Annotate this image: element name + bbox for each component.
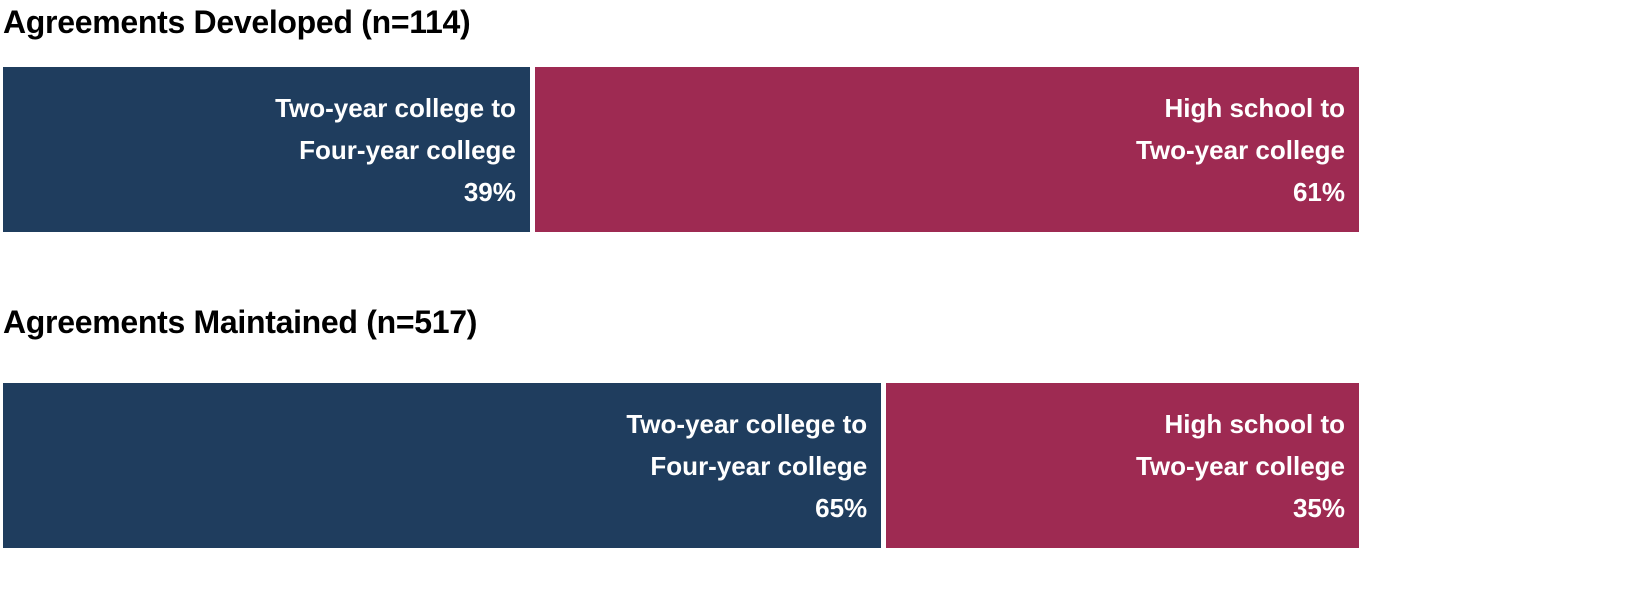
chart-title-agreements-developed: Agreements Developed (n=114): [3, 4, 471, 40]
segment-percent-value: 65%: [815, 492, 868, 523]
bar-segment-maintained-two-to-four: Two-year college to Four-year college 65…: [3, 383, 882, 548]
segment-label-line-1: High school to: [1164, 408, 1345, 439]
bar-segment-maintained-highschool-to-two: High school to Two-year college 35%: [886, 383, 1359, 548]
segment-label: Two-year college to Four-year college 39…: [275, 87, 530, 213]
segment-label: High school to Two-year college 61%: [1136, 87, 1359, 213]
chart-group-agreements-developed: Agreements Developed (n=114) Two-year co…: [3, 5, 1632, 232]
segment-label-line-1: High school to: [1164, 92, 1345, 123]
segment-label-line-2: Two-year college: [1135, 450, 1345, 481]
segment-percent-value: 35%: [1292, 492, 1345, 523]
segment-label-line-2: Four-year college: [650, 450, 868, 481]
bar-segment-developed-highschool-to-two: High school to Two-year college 61%: [534, 67, 1359, 232]
segment-label-line-1: Two-year college to: [626, 408, 868, 439]
bar-segment-developed-two-to-four: Two-year college to Four-year college 39…: [3, 67, 530, 232]
stacked-bar-developed: Two-year college to Four-year college 39…: [3, 67, 1359, 232]
segment-percent-value: 61%: [1292, 176, 1345, 207]
segment-label: Two-year college to Four-year college 65…: [626, 403, 881, 529]
chart-group-agreements-maintained: Agreements Maintained (n=517) Two-year c…: [3, 305, 1632, 548]
chart-title-agreements-maintained: Agreements Maintained (n=517): [3, 304, 478, 340]
segment-label-line-2: Two-year college: [1135, 134, 1345, 165]
segment-label-line-1: Two-year college to: [275, 92, 516, 123]
segment-label-line-2: Four-year college: [299, 134, 516, 165]
segment-percent-value: 39%: [463, 176, 516, 207]
stacked-bar-maintained: Two-year college to Four-year college 65…: [3, 383, 1359, 548]
segment-label: High school to Two-year college 35%: [1136, 403, 1359, 529]
